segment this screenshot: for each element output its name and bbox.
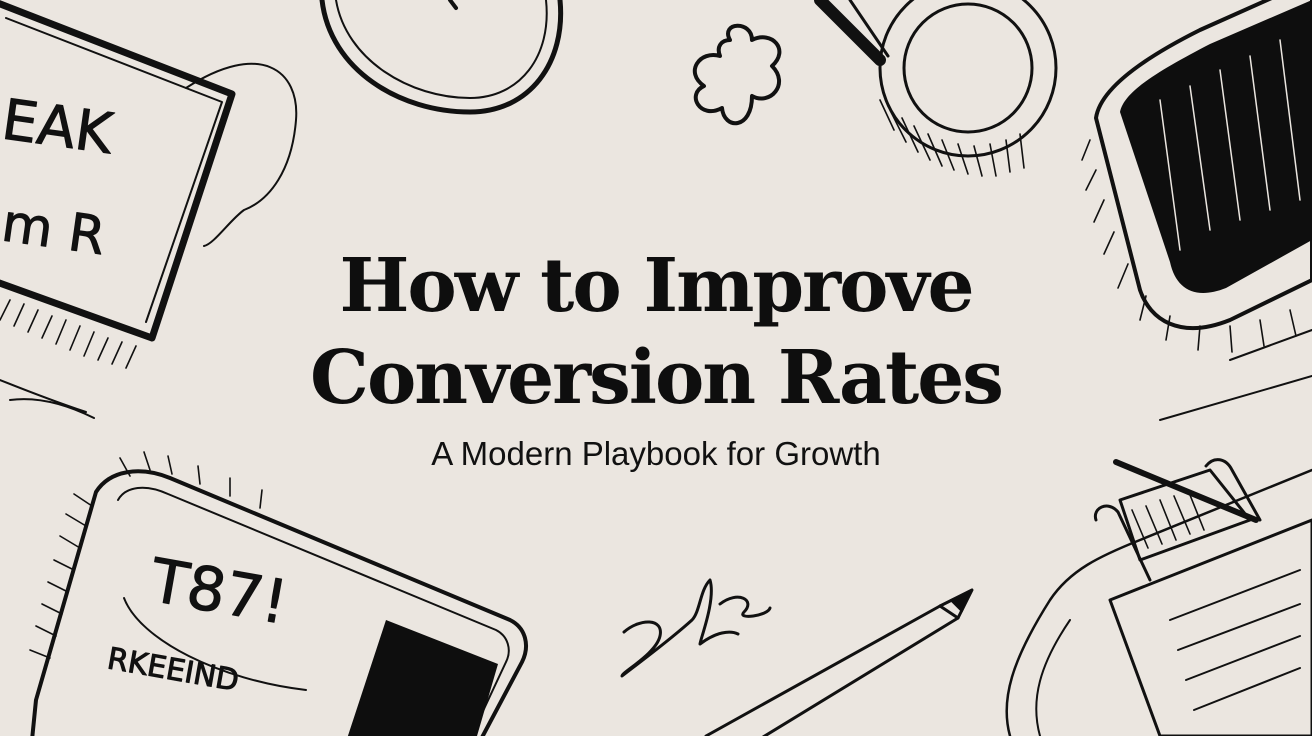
signature-scribble [620,578,772,678]
title-line-2: Conversion Rates [310,335,1004,421]
bottom-right-notebook-sketch [1005,329,1312,736]
top-right-tablet-sketch [1081,0,1312,353]
hero-title-block: How to Improve Conversion Rates A Modern… [0,240,1312,474]
cloud-doodle [692,23,782,126]
bottom-left-card-text-1: T87! [144,546,292,639]
top-circle-sketch [319,0,564,115]
top-left-card-text-2: m R [0,193,109,267]
title-line-1: How to Improve [339,243,974,329]
bottom-left-sketch-card: T87! RKEEIND [29,451,528,736]
top-left-card-text-1: EAK [0,87,118,167]
top-left-sketch-card: EAK m R [0,0,298,419]
subtitle: A Modern Playbook for Growth [431,435,881,472]
top-pen-and-sticker [814,0,1058,177]
pencil-sketch [704,588,974,736]
